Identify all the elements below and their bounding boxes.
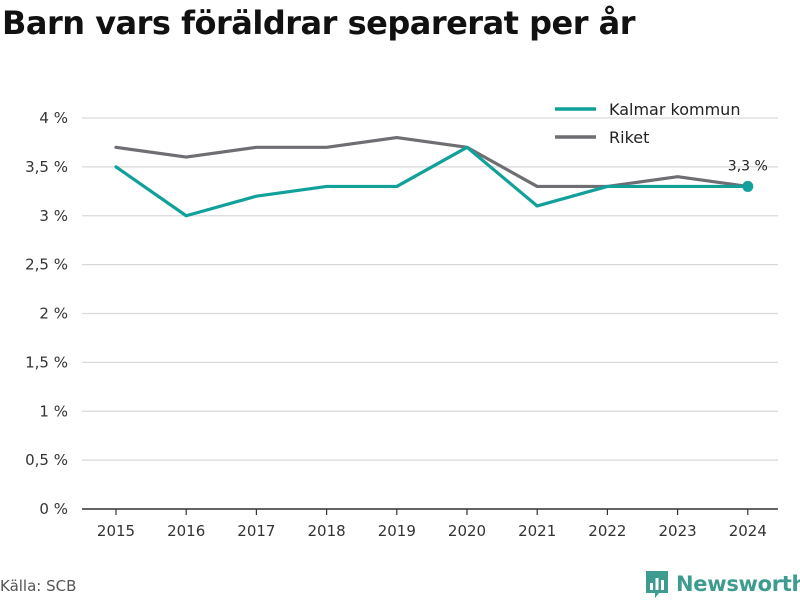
series-line — [114, 145, 750, 218]
x-tick-label: 2024 — [729, 522, 767, 540]
x-tick-label: 2023 — [659, 522, 697, 540]
brand-name: Newsworthy — [676, 572, 800, 596]
x-tick-label: 2021 — [518, 522, 556, 540]
y-tick-label: 1,5 % — [25, 353, 68, 371]
y-tick-label: 4 % — [39, 109, 68, 127]
end-point-marker — [742, 180, 754, 192]
x-tick-label: 2019 — [378, 522, 416, 540]
y-axis: 0 % 0,5 % 1 % 1,5 % 2 % 2,5 % 3 % 3,5 % 4 % — [25, 109, 68, 518]
legend-label: Riket — [609, 128, 649, 147]
newsworthy-logo: Newsworthy — [644, 568, 800, 600]
legend-label: Kalmar kommun — [609, 100, 740, 119]
series-line — [114, 135, 750, 189]
legend: Kalmar kommun Riket — [555, 100, 740, 147]
chart-title: Barn vars föräldrar separerat per år — [2, 4, 636, 42]
y-tick-label: 2,5 % — [25, 256, 68, 274]
x-tick-label: 2018 — [308, 522, 346, 540]
x-tick-label: 2020 — [448, 522, 486, 540]
y-tick-label: 0 % — [39, 500, 68, 518]
x-tick-label: 2016 — [167, 522, 205, 540]
y-tick-label: 1 % — [39, 402, 68, 420]
data-label: 3,3 % — [728, 158, 768, 174]
y-tick-label: 3 % — [39, 207, 68, 225]
series-lines — [114, 135, 750, 218]
y-tick-label: 2 % — [39, 305, 68, 323]
y-tick-label: 0,5 % — [25, 451, 68, 469]
annotations: 3,3 % — [728, 158, 768, 192]
x-tick-label: 2022 — [588, 522, 626, 540]
source-note: Källa: SCB — [0, 577, 77, 595]
x-tick-label: 2015 — [97, 522, 135, 540]
x-tick-label: 2017 — [237, 522, 275, 540]
x-axis: 2015 2016 2017 2018 2019 2020 2021 2022 2023 2024 — [82, 508, 778, 540]
newsworthy-logo-icon — [646, 571, 668, 598]
y-tick-label: 3,5 % — [25, 158, 68, 176]
